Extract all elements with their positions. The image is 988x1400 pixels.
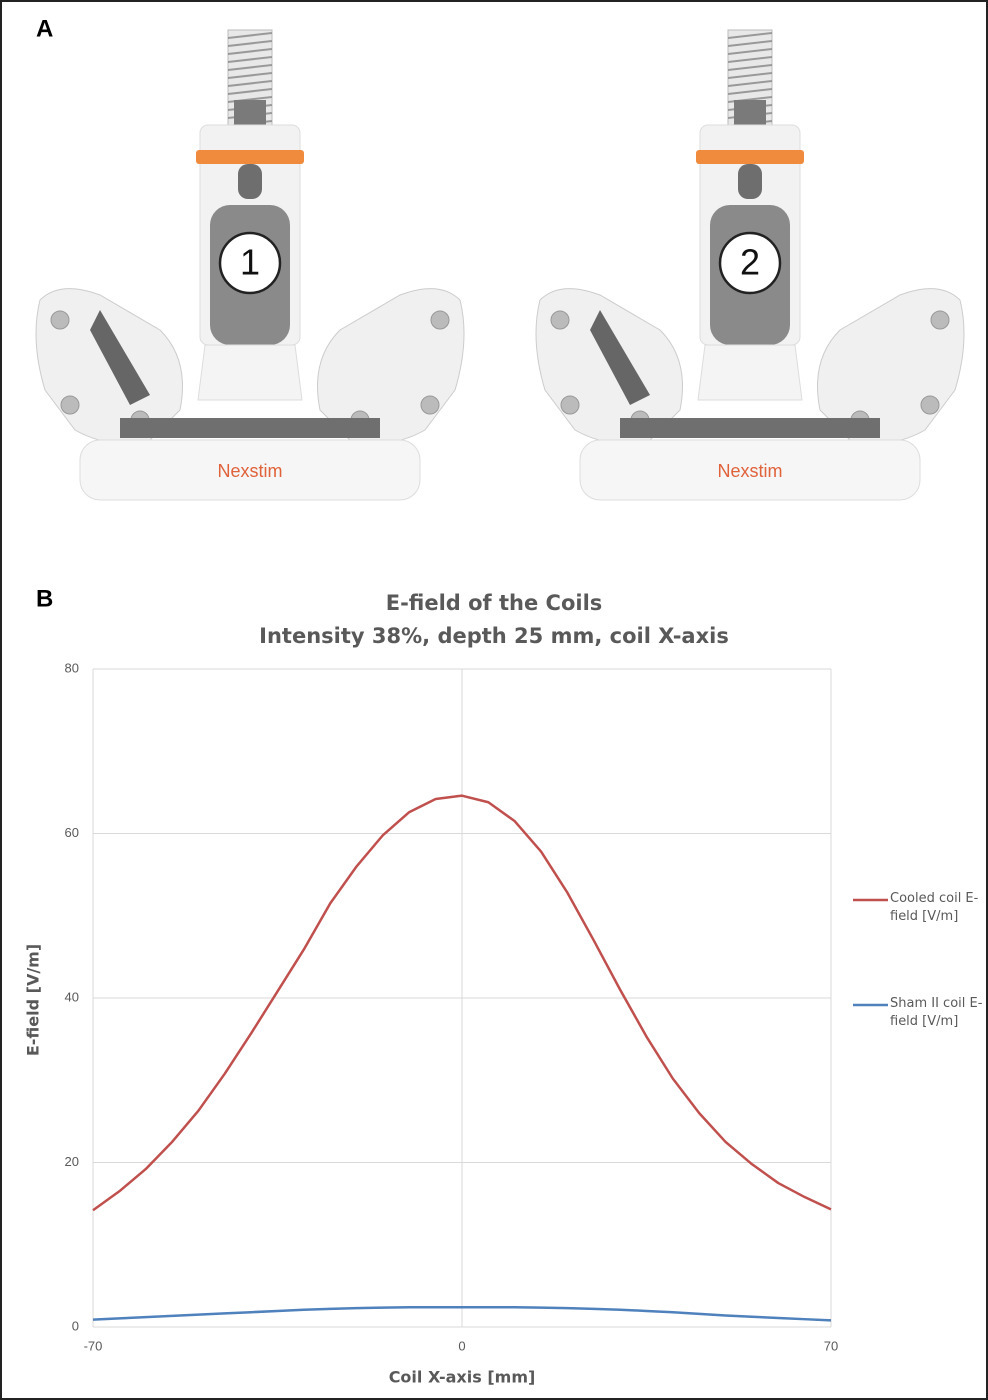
y-tick-label: 40	[65, 989, 79, 1004]
brand-logo: Nexstim	[217, 461, 282, 481]
coil-number: 1	[240, 242, 260, 283]
handle-base	[698, 345, 802, 400]
y-tick-label: 80	[65, 660, 79, 675]
screw	[551, 311, 569, 329]
orange-ring	[696, 150, 804, 164]
legend-label: Sham II coil E-field [V/m]	[890, 995, 988, 1031]
screw	[421, 396, 439, 414]
brand-logo: Nexstim	[717, 461, 782, 481]
connector-low	[238, 164, 262, 199]
y-tick-label: 0	[72, 1318, 79, 1333]
screw	[921, 396, 939, 414]
x-tick-label: 0	[458, 1338, 465, 1353]
figure: A B E-field of the Coils Intensity 38%, …	[0, 0, 988, 1400]
screw	[431, 311, 449, 329]
x-tick-label: 70	[824, 1338, 838, 1353]
y-axis-title: E-field [V/m]	[24, 944, 43, 1056]
orange-ring	[196, 150, 304, 164]
x-axis-title: Coil X-axis [mm]	[389, 1368, 536, 1387]
y-tick-label: 20	[65, 1154, 79, 1169]
panel-label: A	[36, 15, 53, 42]
screw	[61, 396, 79, 414]
handle-base	[198, 345, 302, 400]
coil-number: 2	[740, 242, 760, 283]
figure-border	[1, 1, 987, 1399]
screw	[561, 396, 579, 414]
chart-title: E-field of the Coils	[386, 591, 603, 615]
panel-label: B	[36, 585, 53, 612]
x-tick-label: -70	[84, 1338, 103, 1353]
legend-label: Cooled coil E-field [V/m]	[890, 890, 988, 926]
screw	[931, 311, 949, 329]
chart-subtitle: Intensity 38%, depth 25 mm, coil X-axis	[259, 624, 729, 648]
screw	[51, 311, 69, 329]
y-tick-label: 60	[65, 825, 79, 840]
figure-canvas: A B E-field of the Coils Intensity 38%, …	[0, 0, 988, 1400]
connector-low	[738, 164, 762, 199]
bracket	[620, 418, 880, 438]
bracket	[120, 418, 380, 438]
